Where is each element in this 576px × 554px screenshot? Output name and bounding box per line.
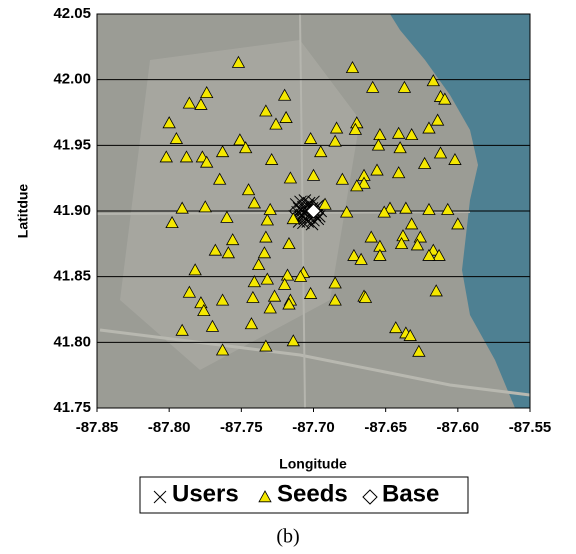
y-tick-label: 41.80 (53, 333, 91, 350)
legend: Users Seeds Base (154, 480, 439, 507)
legend-label: Base (382, 480, 439, 507)
legend-label: Seeds (277, 480, 348, 507)
legend-label: Users (172, 480, 239, 507)
x-tick-label: -87.80 (148, 419, 191, 436)
x-tick-label: -87.70 (292, 419, 335, 436)
y-tick-label: 41.90 (53, 202, 91, 219)
x-tick-label: -87.85 (76, 419, 119, 436)
x-axis-label: Longitude (279, 456, 347, 472)
y-tick-label: 41.85 (53, 268, 91, 285)
x-tick-label: -87.60 (437, 419, 480, 436)
caption: (b) (276, 526, 299, 548)
chart: Longitude Latitdue Users Seeds Base (b) 41… (0, 0, 576, 554)
y-tick-label: 42.00 (53, 71, 91, 88)
x-tick-label: -87.55 (509, 419, 552, 436)
y-tick-label: 42.05 (53, 5, 91, 22)
y-axis-label: Latitdue (15, 184, 31, 239)
x-tick-label: -87.75 (220, 419, 263, 436)
y-tick-label: 41.95 (53, 136, 91, 153)
y-tick-label: 41.75 (53, 399, 91, 416)
x-tick-label: -87.65 (364, 419, 407, 436)
